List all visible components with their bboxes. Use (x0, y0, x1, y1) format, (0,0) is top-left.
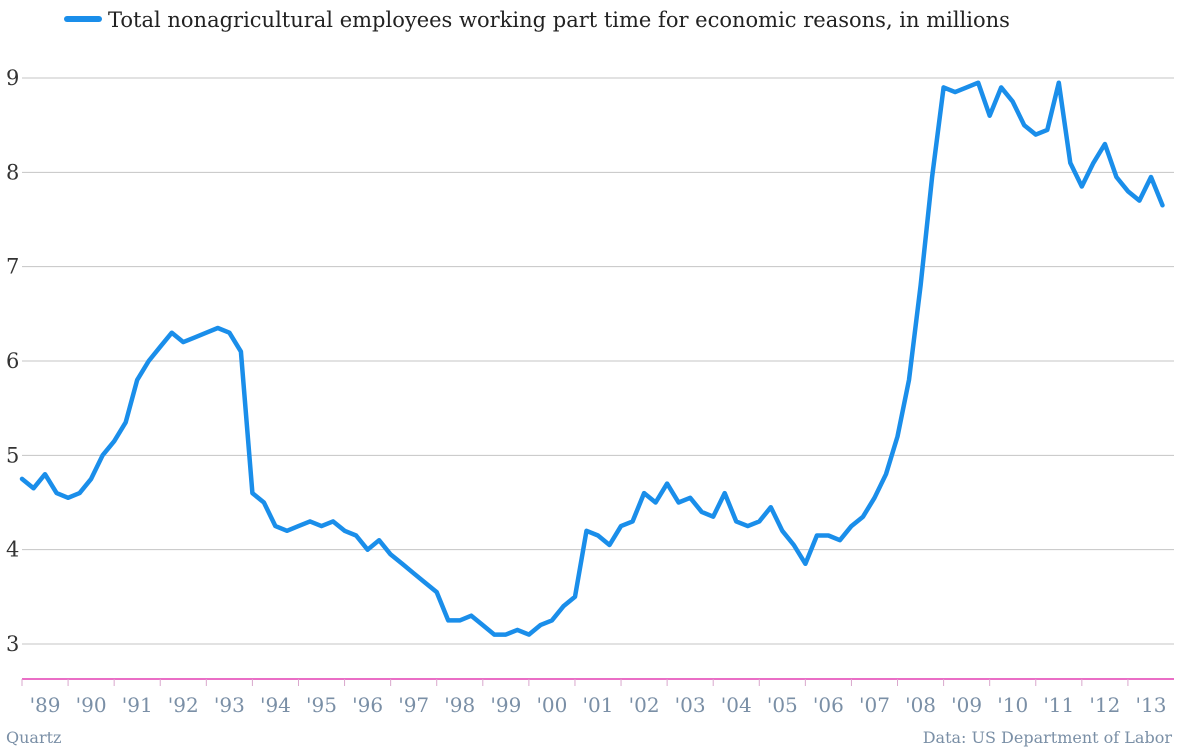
y-tick-label: 4 (6, 538, 19, 562)
x-tick-label: '06 (813, 693, 844, 717)
y-axis-ticks: 3 4 5 6 7 8 9 (6, 66, 19, 656)
x-tick-label: '11 (1043, 693, 1074, 717)
x-tick-label: '02 (629, 693, 660, 717)
x-tick-label: '03 (675, 693, 706, 717)
x-tick-label: '01 (583, 693, 614, 717)
x-tick-label: '10 (997, 693, 1028, 717)
legend-label: Total nonagricultural employees working … (108, 8, 1010, 32)
x-tick-label: '96 (352, 693, 383, 717)
x-tick-label: '13 (1135, 693, 1166, 717)
x-tick-label: '92 (168, 693, 199, 717)
x-tick-label: '99 (490, 693, 521, 717)
x-tick-label: '05 (767, 693, 798, 717)
y-tick-label: 3 (6, 632, 19, 656)
x-tick-label: '07 (859, 693, 890, 717)
x-tick-label: '98 (444, 693, 475, 717)
y-tick-label: 6 (6, 349, 19, 373)
legend: Total nonagricultural employees working … (64, 8, 1010, 32)
y-tick-label: 5 (6, 443, 19, 467)
x-tick-label: '95 (306, 693, 337, 717)
x-axis-ticks: '89 '90 '91 '92 '93 '94 '95 '96 '97 '98 '99 '00 '01 '… (21, 679, 1166, 717)
x-tick-label: '94 (260, 693, 291, 717)
x-tick-label: '00 (536, 693, 567, 717)
source-text: Data: US Department of Labor (922, 728, 1172, 747)
x-tick-label: '08 (905, 693, 936, 717)
x-tick-label: '90 (76, 693, 107, 717)
gridlines (22, 77, 1174, 645)
x-tick-label: '89 (30, 693, 61, 717)
y-tick-label: 9 (6, 66, 19, 90)
x-tick-label: '93 (214, 693, 245, 717)
x-tick-label: '12 (1089, 693, 1120, 717)
series-line (19, 80, 1165, 637)
y-tick-label: 8 (6, 160, 19, 184)
x-tick-label: '91 (122, 693, 153, 717)
x-tick-label: '04 (721, 693, 752, 717)
y-tick-label: 7 (6, 255, 19, 279)
x-tick-label: '97 (398, 693, 429, 717)
x-tick-label: '09 (951, 693, 982, 717)
credit-text: Quartz (6, 728, 62, 747)
